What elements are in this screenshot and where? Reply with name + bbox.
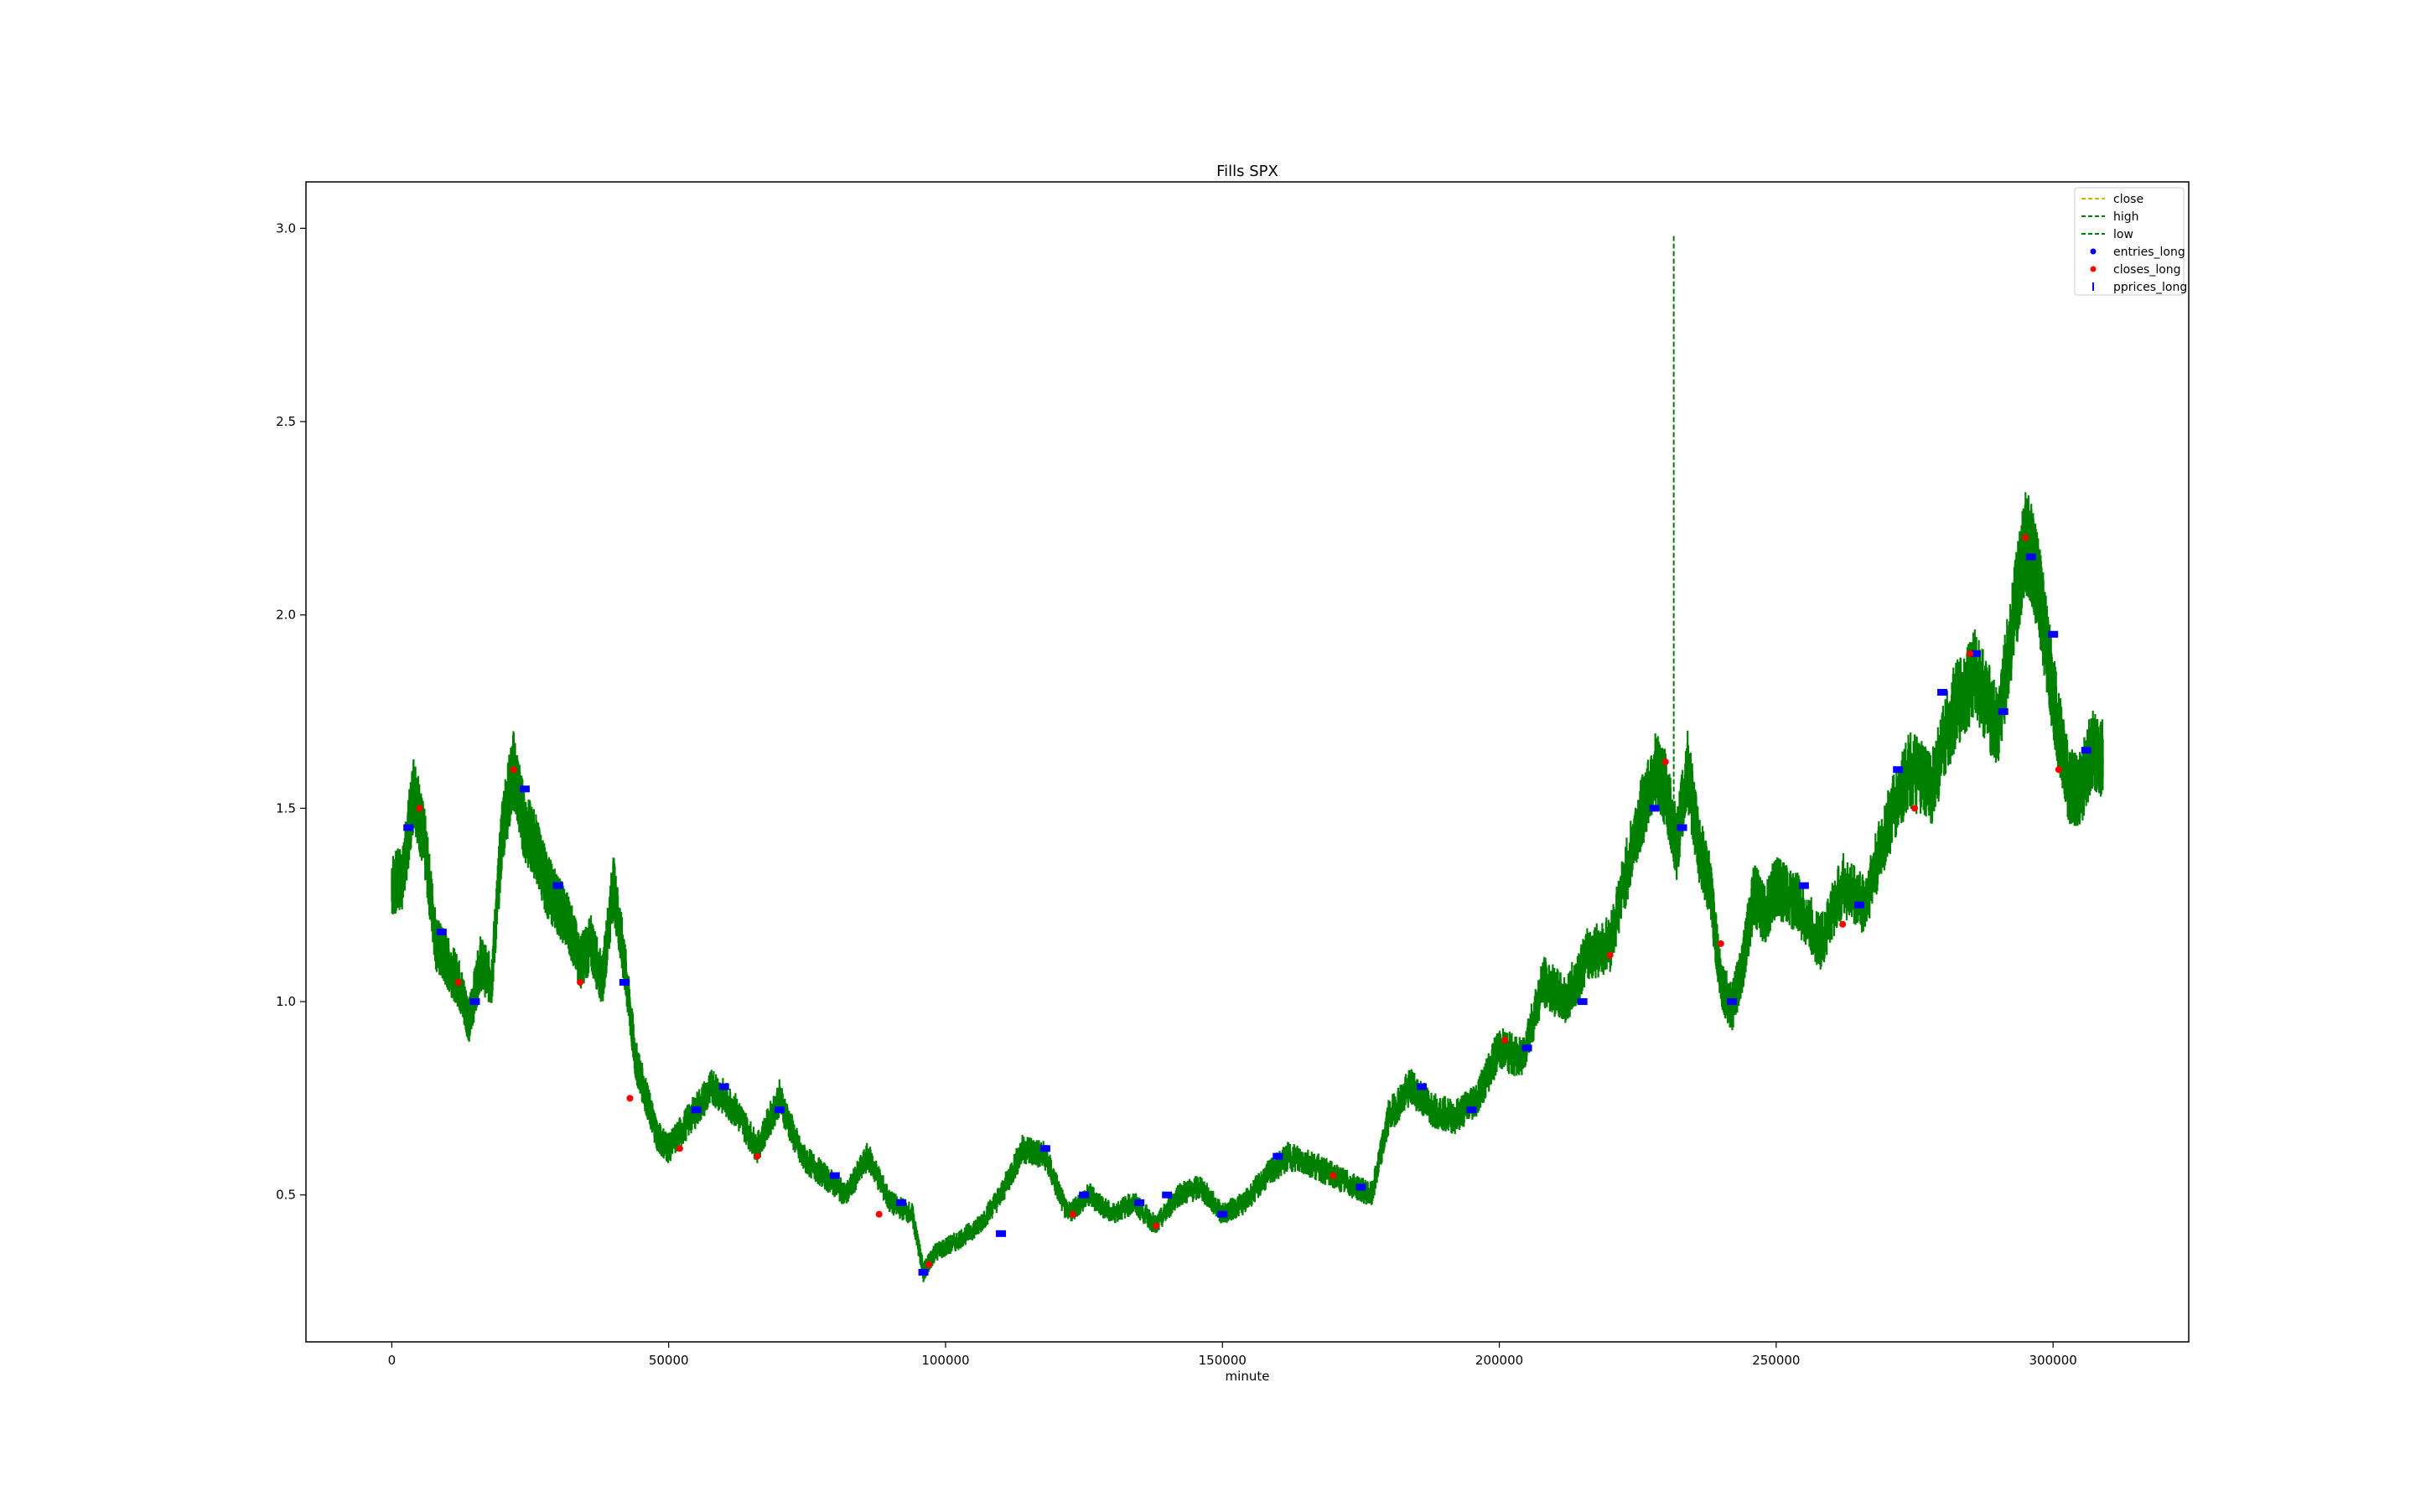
closes-long-marker (1069, 1210, 1076, 1218)
x-tick-label: 150000 (1199, 1353, 1247, 1368)
x-axis-label: minute (1226, 1369, 1270, 1384)
entries-long-marker (1998, 708, 2009, 716)
closes-long-marker (626, 1095, 634, 1102)
closes-long-marker (875, 1210, 883, 1218)
legend-swatch (2090, 248, 2097, 255)
entries-long-marker (1970, 650, 1981, 657)
closes-long-marker (510, 766, 517, 774)
entries-long-marker (1649, 805, 1660, 812)
entries-long-marker (1039, 1145, 1050, 1152)
entries-long-marker (1798, 882, 1809, 889)
legend-label: high (2113, 210, 2139, 224)
closes-long-marker (1153, 1222, 1160, 1230)
closes-long-marker (1661, 759, 1669, 765)
x-tick-label: 300000 (2029, 1353, 2077, 1368)
entries-long-marker (1727, 998, 1738, 1006)
closes-long-marker (754, 1152, 761, 1160)
entries-long-marker (829, 1172, 840, 1179)
entries-long-marker (1677, 824, 1687, 831)
entries-long-marker (996, 1230, 1007, 1237)
legend-swatch (2090, 266, 2097, 272)
x-tick-label: 0 (388, 1353, 397, 1368)
entries-long-marker (1162, 1191, 1173, 1199)
y-tick-label: 1.5 (276, 800, 296, 816)
legend-label: pprices_long (2113, 281, 2187, 294)
chart-title: Fills SPX (1216, 163, 1278, 180)
closes-long-marker (925, 1261, 933, 1268)
axes-frame (305, 181, 2190, 1343)
y-tick-label: 2.5 (276, 414, 296, 429)
entries-long-marker (718, 1083, 729, 1090)
entries-long-marker (619, 978, 630, 986)
y-tick-label: 3.0 (276, 220, 296, 236)
entries-long-marker (2081, 747, 2091, 754)
legend-label: low (2113, 228, 2133, 241)
closes-long-marker (1911, 805, 1919, 812)
entries-long-marker (1853, 901, 1864, 909)
closes-long-marker (1606, 951, 1614, 959)
entries-long-marker (2025, 553, 2036, 561)
entries-long-marker (1079, 1191, 1090, 1199)
closes-long-marker (576, 978, 583, 986)
y-tick-label: 2.0 (276, 608, 296, 623)
closes-long-marker (1839, 920, 1847, 928)
entries-long-marker (1217, 1210, 1228, 1218)
entries-long-marker (918, 1268, 929, 1276)
legend-label: close (2113, 193, 2143, 206)
legend-label: closes_long (2113, 263, 2181, 277)
entries-long-marker (2048, 630, 2059, 638)
entries-long-marker (774, 1106, 785, 1114)
y-axis-ticks: 0.5 1.0 1.5 2.0 2.5 3.0 (276, 220, 306, 1203)
series-close (391, 518, 2104, 1278)
entries-long-marker (1577, 998, 1588, 1006)
y-tick-label: 0.5 (276, 1188, 296, 1203)
entries-long-marker (1521, 1044, 1532, 1052)
closes-long-marker (676, 1145, 683, 1152)
closes-long-marker (2055, 766, 2062, 774)
entries-long-marker (691, 1106, 702, 1114)
y-tick-label: 1.0 (276, 994, 296, 1009)
closes-long-marker (1967, 650, 1974, 657)
entries-long-marker (1134, 1199, 1145, 1206)
entries-long-marker (896, 1199, 907, 1206)
entries-long-marker (1273, 1152, 1283, 1160)
closes-long-marker (1501, 1037, 1509, 1044)
entries-long-marker (1355, 1183, 1366, 1191)
closes-long-marker (2022, 534, 2029, 541)
entries-long-marker (1893, 766, 1904, 774)
legend-box (2074, 187, 2185, 296)
entries-long-marker (552, 882, 563, 889)
closes-long-marker (1717, 940, 1724, 947)
closes-long-marker (1330, 1172, 1337, 1179)
plot-area (391, 236, 2104, 1282)
x-tick-label: 50000 (649, 1353, 689, 1368)
entries-long-marker (436, 928, 447, 935)
entries-long-marker (519, 785, 530, 793)
x-tick-label: 250000 (1752, 1353, 1800, 1368)
closes-long-marker (416, 805, 423, 812)
x-tick-label: 100000 (921, 1353, 969, 1368)
legend-label: entries_long (2113, 246, 2185, 259)
legend: close high low entries_long closes_longppric… (2074, 187, 2187, 296)
entries-long-marker (469, 998, 480, 1006)
entries-long-marker (1466, 1106, 1477, 1114)
closes-long-marker (454, 978, 462, 986)
entries-long-marker (1417, 1083, 1428, 1090)
entries-long-marker (1937, 688, 1948, 696)
entries-long-marker (403, 824, 414, 831)
x-axis-ticks: 0 50000 100000 150000 200000 250000 300000 (388, 1342, 2077, 1368)
x-tick-label: 200000 (1475, 1353, 1523, 1368)
